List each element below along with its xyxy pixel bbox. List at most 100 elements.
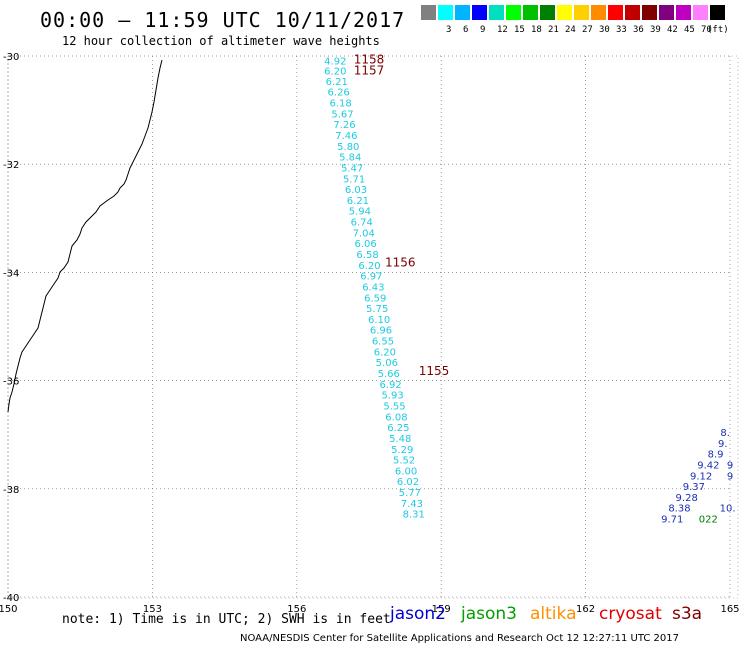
swh-value: 6.08 bbox=[385, 412, 407, 423]
swh-value: 8.31 bbox=[403, 510, 425, 521]
swh-value: 6.26 bbox=[328, 88, 350, 99]
swh-value: 6.03 bbox=[345, 185, 367, 196]
swh-value: 5.75 bbox=[366, 304, 388, 315]
credit-line: NOAA/NESDIS Center for Satellite Applica… bbox=[240, 633, 679, 644]
swh-value: 5.84 bbox=[339, 153, 361, 164]
legend-label: 70 bbox=[701, 25, 712, 35]
legend-swatch bbox=[608, 5, 623, 20]
lon-tick-label: 165 bbox=[720, 604, 739, 615]
swh-value: 6.21 bbox=[326, 77, 348, 88]
swh-value: 9. bbox=[718, 439, 728, 450]
legend-swatch bbox=[455, 5, 470, 20]
satellite-track: 4.926.206.216.266.185.677.267.465.805.84… bbox=[324, 56, 425, 520]
legend-swatch bbox=[574, 5, 589, 20]
legend-swatch bbox=[523, 5, 538, 20]
swh-value: 5.67 bbox=[331, 109, 353, 120]
time-label: 1158 bbox=[354, 53, 385, 67]
legend-label: 39 bbox=[650, 25, 661, 35]
swh-value: 5.93 bbox=[381, 391, 403, 402]
swh-value: 5.47 bbox=[341, 163, 363, 174]
legend-swatch bbox=[659, 5, 674, 20]
swh-value: 6.02 bbox=[397, 477, 419, 488]
satellite-name: altika bbox=[530, 604, 577, 624]
swh-value: 7.43 bbox=[401, 499, 423, 510]
legend-label: 3 bbox=[446, 25, 452, 35]
legend-swatch bbox=[472, 5, 487, 20]
legend-swatch bbox=[557, 5, 572, 20]
lon-tick-label: 162 bbox=[576, 604, 595, 615]
legend-label: 33 bbox=[616, 25, 627, 35]
swh-value: 5.66 bbox=[378, 369, 400, 380]
swh-value: 7.46 bbox=[335, 131, 357, 142]
map-subtitle: 12 hour collection of altimeter wave hei… bbox=[62, 34, 380, 48]
swh-value: 4.92 bbox=[324, 56, 346, 67]
legend-swatch bbox=[506, 5, 521, 20]
swh-value: 5.29 bbox=[391, 445, 413, 456]
satellite-name: s3a bbox=[672, 604, 703, 624]
swh-value: 5.80 bbox=[337, 142, 359, 153]
swh-value: 6.25 bbox=[387, 423, 409, 434]
swh-value: 9.37 bbox=[683, 482, 705, 493]
swh-value: 5.55 bbox=[383, 401, 405, 412]
legend-swatch bbox=[676, 5, 691, 20]
lon-tick-label: 156 bbox=[287, 604, 306, 615]
time-label: 1157 bbox=[354, 64, 385, 78]
legend-label: 6 bbox=[463, 25, 469, 35]
swh-value: 6.20 bbox=[358, 261, 380, 272]
swh-value: 6.10 bbox=[368, 315, 390, 326]
legend-label: 42 bbox=[667, 25, 678, 35]
lat-tick-label: -40 bbox=[3, 593, 19, 604]
lat-tick-label: -34 bbox=[3, 268, 19, 279]
lat-tick-label: -30 bbox=[3, 52, 19, 63]
swh-value: 6.74 bbox=[351, 218, 373, 229]
lon-tick-label: 159 bbox=[432, 604, 451, 615]
swh-value: 8. bbox=[720, 428, 730, 439]
legend-swatch bbox=[540, 5, 555, 20]
swh-value: 6.20 bbox=[324, 67, 346, 78]
swh-value: 6.55 bbox=[372, 337, 394, 348]
swh-value: 6.20 bbox=[374, 347, 396, 358]
legend-swatch bbox=[710, 5, 725, 20]
legend-label: 24 bbox=[565, 25, 576, 35]
swh-value: 5.48 bbox=[389, 434, 411, 445]
legend-label: 45 bbox=[684, 25, 695, 35]
swh-value: 9.42 bbox=[697, 460, 719, 471]
legend-swatch bbox=[489, 5, 504, 20]
footer-note: note: 1) Time is in UTC; 2) SWH is in fe… bbox=[62, 612, 391, 627]
legend-label: 30 bbox=[599, 25, 610, 35]
swh-value: 6.59 bbox=[364, 293, 386, 304]
swh-value: 6.00 bbox=[395, 466, 417, 477]
legend-swatch bbox=[591, 5, 606, 20]
swh-value: 5.94 bbox=[349, 207, 371, 218]
swh-value: 7.26 bbox=[333, 120, 355, 131]
time-label: 1155 bbox=[419, 364, 450, 378]
swh-value: 10. bbox=[720, 504, 736, 515]
legend-swatch bbox=[625, 5, 640, 20]
legend-swatch bbox=[642, 5, 657, 20]
swh-value: 022 bbox=[699, 515, 718, 526]
legend-label: 9 bbox=[480, 25, 486, 35]
satellite-name: jason3 bbox=[461, 604, 517, 624]
swh-value: 6.43 bbox=[362, 282, 384, 293]
swh-value: 6.21 bbox=[347, 196, 369, 207]
legend-label: 12 bbox=[497, 25, 508, 35]
swh-value: 5.06 bbox=[376, 358, 398, 369]
lat-tick-label: -36 bbox=[3, 377, 19, 388]
swh-value: 6.92 bbox=[380, 380, 402, 391]
lat-tick-label: -38 bbox=[3, 485, 19, 496]
swh-value: 5.52 bbox=[393, 456, 415, 467]
lat-tick-label: -32 bbox=[3, 160, 19, 171]
swh-value: 6.18 bbox=[329, 99, 351, 110]
satellite-name: jason2 bbox=[390, 604, 446, 624]
swh-value: 9.28 bbox=[676, 493, 698, 504]
satellite-name: cryosat bbox=[599, 604, 662, 624]
swh-value: 9.71 bbox=[661, 515, 683, 526]
swh-value: 7.04 bbox=[353, 228, 375, 239]
swh-value: 9 bbox=[727, 460, 733, 471]
legend-label: 27 bbox=[582, 25, 593, 35]
legend-label: 36 bbox=[633, 25, 644, 35]
swh-value: 8.9 bbox=[708, 450, 724, 461]
